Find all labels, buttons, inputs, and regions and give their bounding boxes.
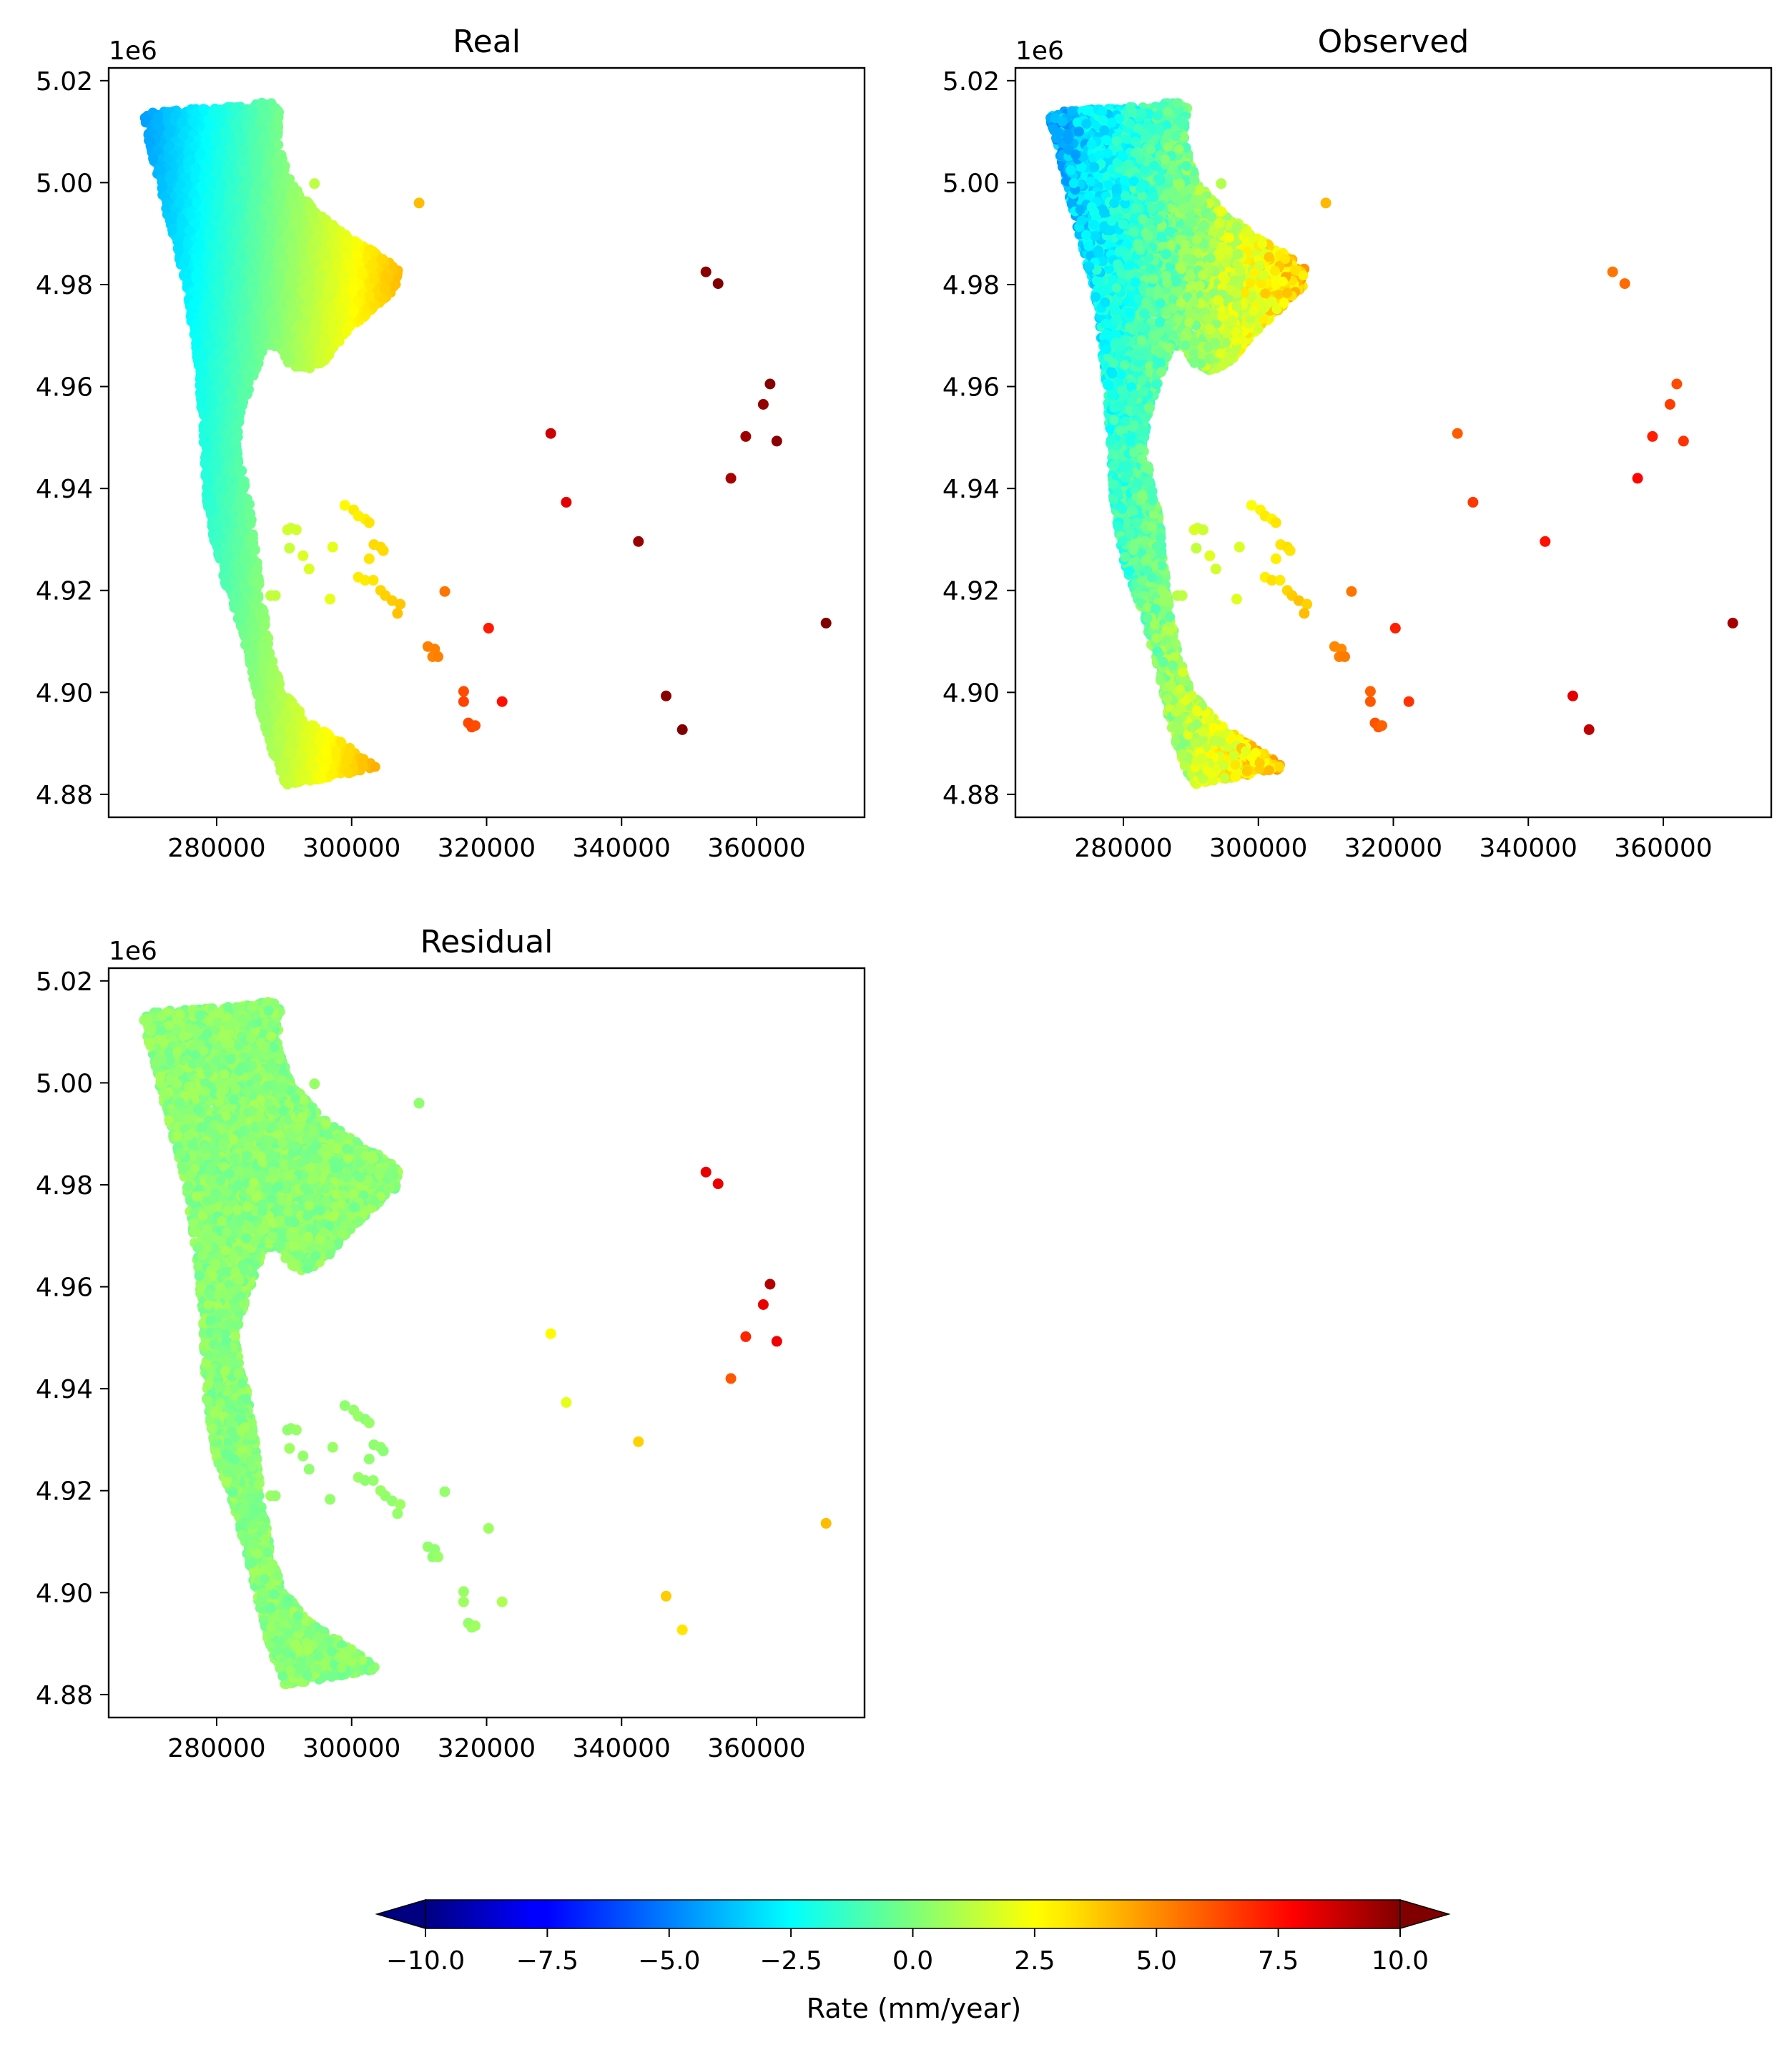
cloud-point: [335, 227, 346, 238]
scatter-points: [139, 97, 832, 790]
panel-real: 280000 300000 320000 340000 3600004.884.904.…: [36, 24, 866, 863]
cloud-point: [315, 346, 326, 357]
cloud-point: [315, 355, 326, 366]
